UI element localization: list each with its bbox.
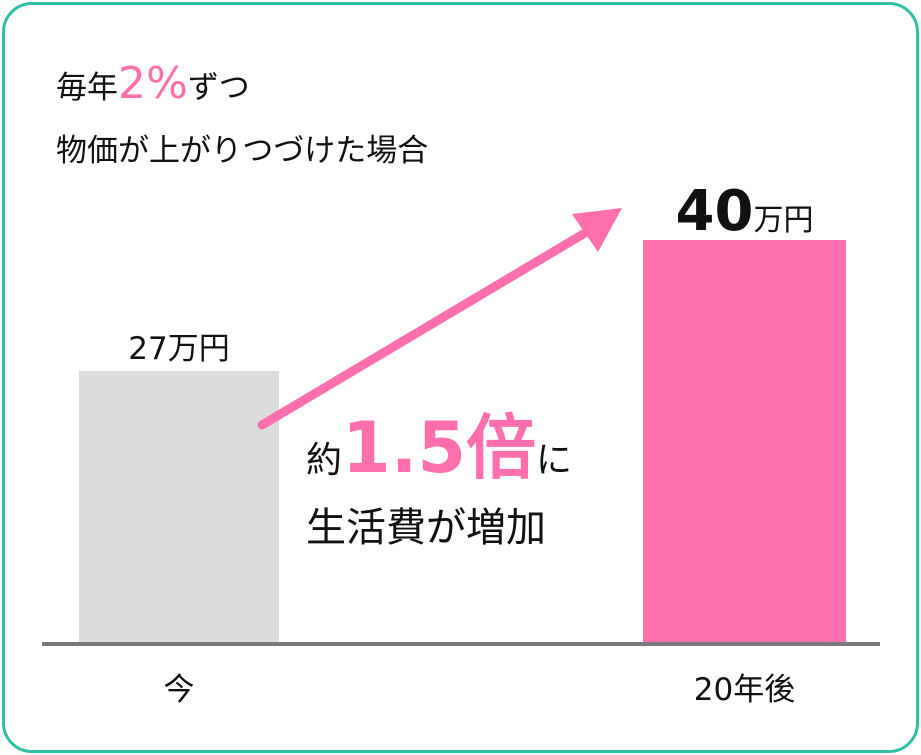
annotation-suffix: に (536, 440, 572, 481)
annotation-prefix: 約 (306, 440, 342, 481)
heading-line2: 物価が上がりつづけた場合 (56, 133, 428, 169)
heading-line1-prefix: 毎年 (56, 70, 118, 106)
category-label-2: 20年後 (694, 672, 795, 708)
heading-rate: 2% (118, 58, 188, 109)
bar-1 (79, 370, 279, 643)
annotation-multiplier: 1.5倍 (342, 407, 536, 489)
bar-value-number-2: 40 (676, 179, 754, 244)
annotation-line2: 生活費が増加 (306, 505, 546, 551)
growth-arrow-shaft (257, 225, 595, 430)
heading-line1-suffix: ずつ (188, 70, 250, 106)
bar-value-unit-2: 万円 (753, 203, 813, 238)
growth-arrow (257, 208, 622, 430)
annotation-line1: 約1.5倍に (306, 407, 572, 489)
growth-arrow-head (572, 208, 622, 252)
category-label-1: 今 (164, 672, 195, 708)
bar-value-unit-1: 万円 (168, 331, 230, 367)
heading-line1: 毎年2%ずつ (56, 58, 250, 109)
bar-value-label-1: 27万円 (128, 331, 229, 367)
bar-2 (643, 240, 846, 643)
bar-value-label-2: 40万円 (676, 179, 814, 244)
bar-value-number-1: 27 (128, 331, 167, 367)
